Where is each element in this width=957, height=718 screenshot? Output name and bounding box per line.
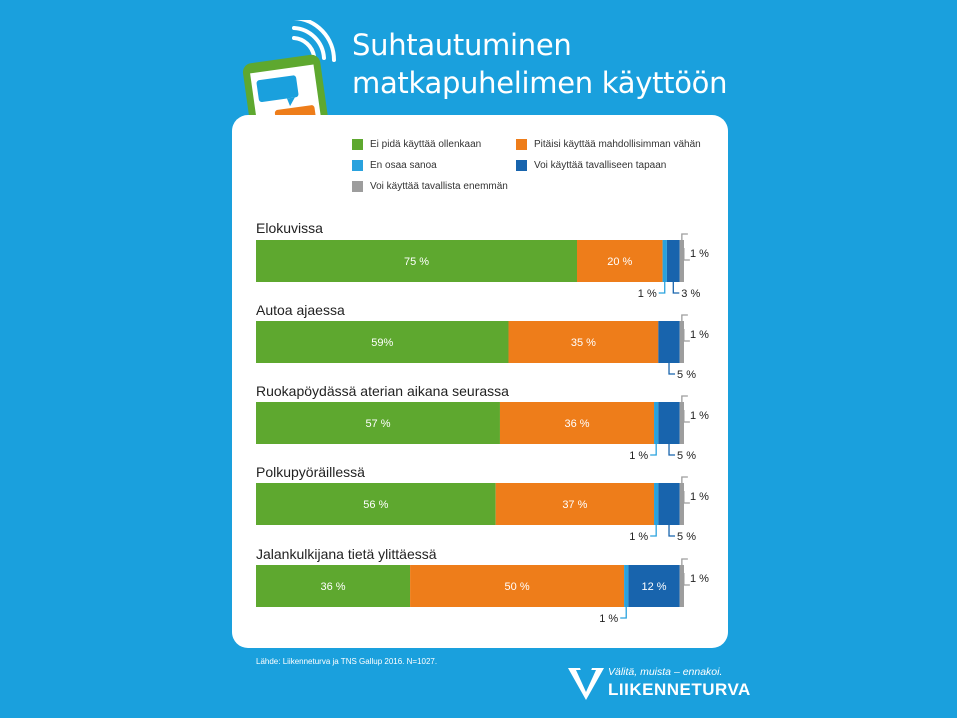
bar-segment	[577, 240, 663, 282]
bar-segment	[679, 565, 684, 607]
legend-item-2: En osaa sanoa	[352, 160, 437, 171]
callout-line	[668, 444, 676, 456]
data-label: 50 %	[505, 581, 530, 593]
callout-line	[620, 607, 627, 619]
bar-segment	[679, 240, 684, 282]
data-label: 35 %	[571, 337, 596, 349]
page-title: Suhtautuminen matkapuhelimen käyttöön	[352, 26, 727, 102]
bar-segment	[654, 402, 659, 444]
legend-swatch	[516, 139, 527, 150]
bar-segment	[410, 565, 625, 607]
bar-segment	[256, 565, 411, 607]
data-label: 1 %	[690, 248, 709, 260]
callout-line	[683, 410, 690, 423]
bar-segment	[679, 321, 684, 363]
data-label: 20 %	[607, 256, 632, 268]
callout-line	[672, 282, 680, 294]
callout-line	[683, 573, 690, 586]
bar-segment	[256, 402, 500, 444]
data-label: 57 %	[365, 418, 390, 430]
category-label: Jalankulkijana tietä ylittäessä	[256, 546, 437, 562]
data-label: 1 %	[629, 450, 648, 462]
data-label: 1 %	[690, 329, 709, 341]
bar-segment	[658, 321, 680, 363]
data-label: 5 %	[677, 531, 696, 543]
callout-line	[683, 329, 690, 342]
bar-segment	[256, 483, 496, 525]
category-label: Autoa ajaessa	[256, 302, 345, 318]
legend-label: Pitäisi käyttää mahdollisimman vähän	[534, 139, 701, 150]
data-label: 1 %	[638, 288, 657, 300]
legend-label: Voi käyttää tavalliseen tapaan	[534, 160, 667, 171]
data-label: 1 %	[599, 613, 618, 625]
callout-line	[681, 314, 688, 321]
title-line-2: matkapuhelimen käyttöön	[352, 66, 728, 100]
brand-tagline: Välitä, muista – ennakoi.	[608, 666, 723, 678]
bar-segment	[666, 240, 680, 282]
bar-segment	[654, 483, 659, 525]
bar-segment	[499, 402, 655, 444]
data-label: 56 %	[363, 499, 388, 511]
title-line-1: Suhtautuminen	[352, 28, 572, 62]
data-label: 36 %	[564, 418, 589, 430]
callout-line	[683, 491, 690, 504]
callout-line	[650, 444, 657, 456]
legend-item-1: Pitäisi käyttää mahdollisimman vähän	[516, 139, 701, 150]
bar-segment	[662, 240, 667, 282]
data-label: 1 %	[690, 573, 709, 585]
legend-swatch	[516, 160, 527, 171]
legend-item-3: Voi käyttää tavalliseen tapaan	[516, 160, 666, 171]
legend-item-4: Voi käyttää tavallista enemmän	[352, 181, 508, 192]
chart-panel	[232, 115, 728, 648]
legend-swatch	[352, 139, 363, 150]
bar-segment	[508, 321, 659, 363]
legend-label: Voi käyttää tavallista enemmän	[370, 181, 508, 192]
data-label: 36 %	[321, 581, 346, 593]
data-label: 1 %	[690, 491, 709, 503]
data-label: 5 %	[677, 450, 696, 462]
bar-segment	[679, 402, 684, 444]
source-note: Lähde: Liikenneturva ja TNS Gallup 2016.…	[256, 657, 438, 666]
brand: Välitä, muista – ennakoi. LIIKENNETURVA	[564, 666, 750, 706]
bar-segment	[628, 565, 680, 607]
legend-label: Ei pidä käyttää ollenkaan	[370, 139, 482, 150]
data-label: 1 %	[629, 531, 648, 543]
data-label: 37 %	[562, 499, 587, 511]
legend-swatch	[352, 181, 363, 192]
category-label: Elokuvissa	[256, 220, 323, 236]
liikenneturva-logo-icon	[568, 668, 604, 700]
category-label: Ruokapöydässä aterian aikana seurassa	[256, 383, 509, 399]
callout-line	[681, 395, 688, 402]
callout-line	[650, 525, 657, 537]
legend-item-0: Ei pidä käyttää ollenkaan	[352, 139, 481, 150]
bar-segment	[256, 321, 509, 363]
category-label: Polkupyöräillessä	[256, 464, 365, 480]
data-label: 3 %	[681, 288, 700, 300]
bar-segment	[495, 483, 655, 525]
callout-line	[668, 525, 676, 537]
data-label: 12 %	[642, 581, 667, 593]
bar-segment	[679, 483, 684, 525]
callout-line	[683, 248, 690, 261]
callout-line	[681, 558, 688, 565]
data-label: 59%	[371, 337, 393, 349]
bar-segment	[624, 565, 629, 607]
callout-line	[668, 363, 676, 375]
legend-label: En osaa sanoa	[370, 160, 437, 171]
data-label: 5 %	[677, 369, 696, 381]
bar-segment	[256, 240, 577, 282]
callout-line	[681, 476, 688, 483]
data-label: 75 %	[404, 256, 429, 268]
callout-line	[681, 233, 688, 240]
legend-swatch	[352, 160, 363, 171]
bar-segment	[658, 483, 680, 525]
callout-line	[658, 282, 666, 294]
data-label: 1 %	[690, 410, 709, 422]
signal-waves-icon	[292, 20, 337, 62]
bar-segment	[658, 402, 680, 444]
brand-name: LIIKENNETURVA	[608, 680, 751, 699]
